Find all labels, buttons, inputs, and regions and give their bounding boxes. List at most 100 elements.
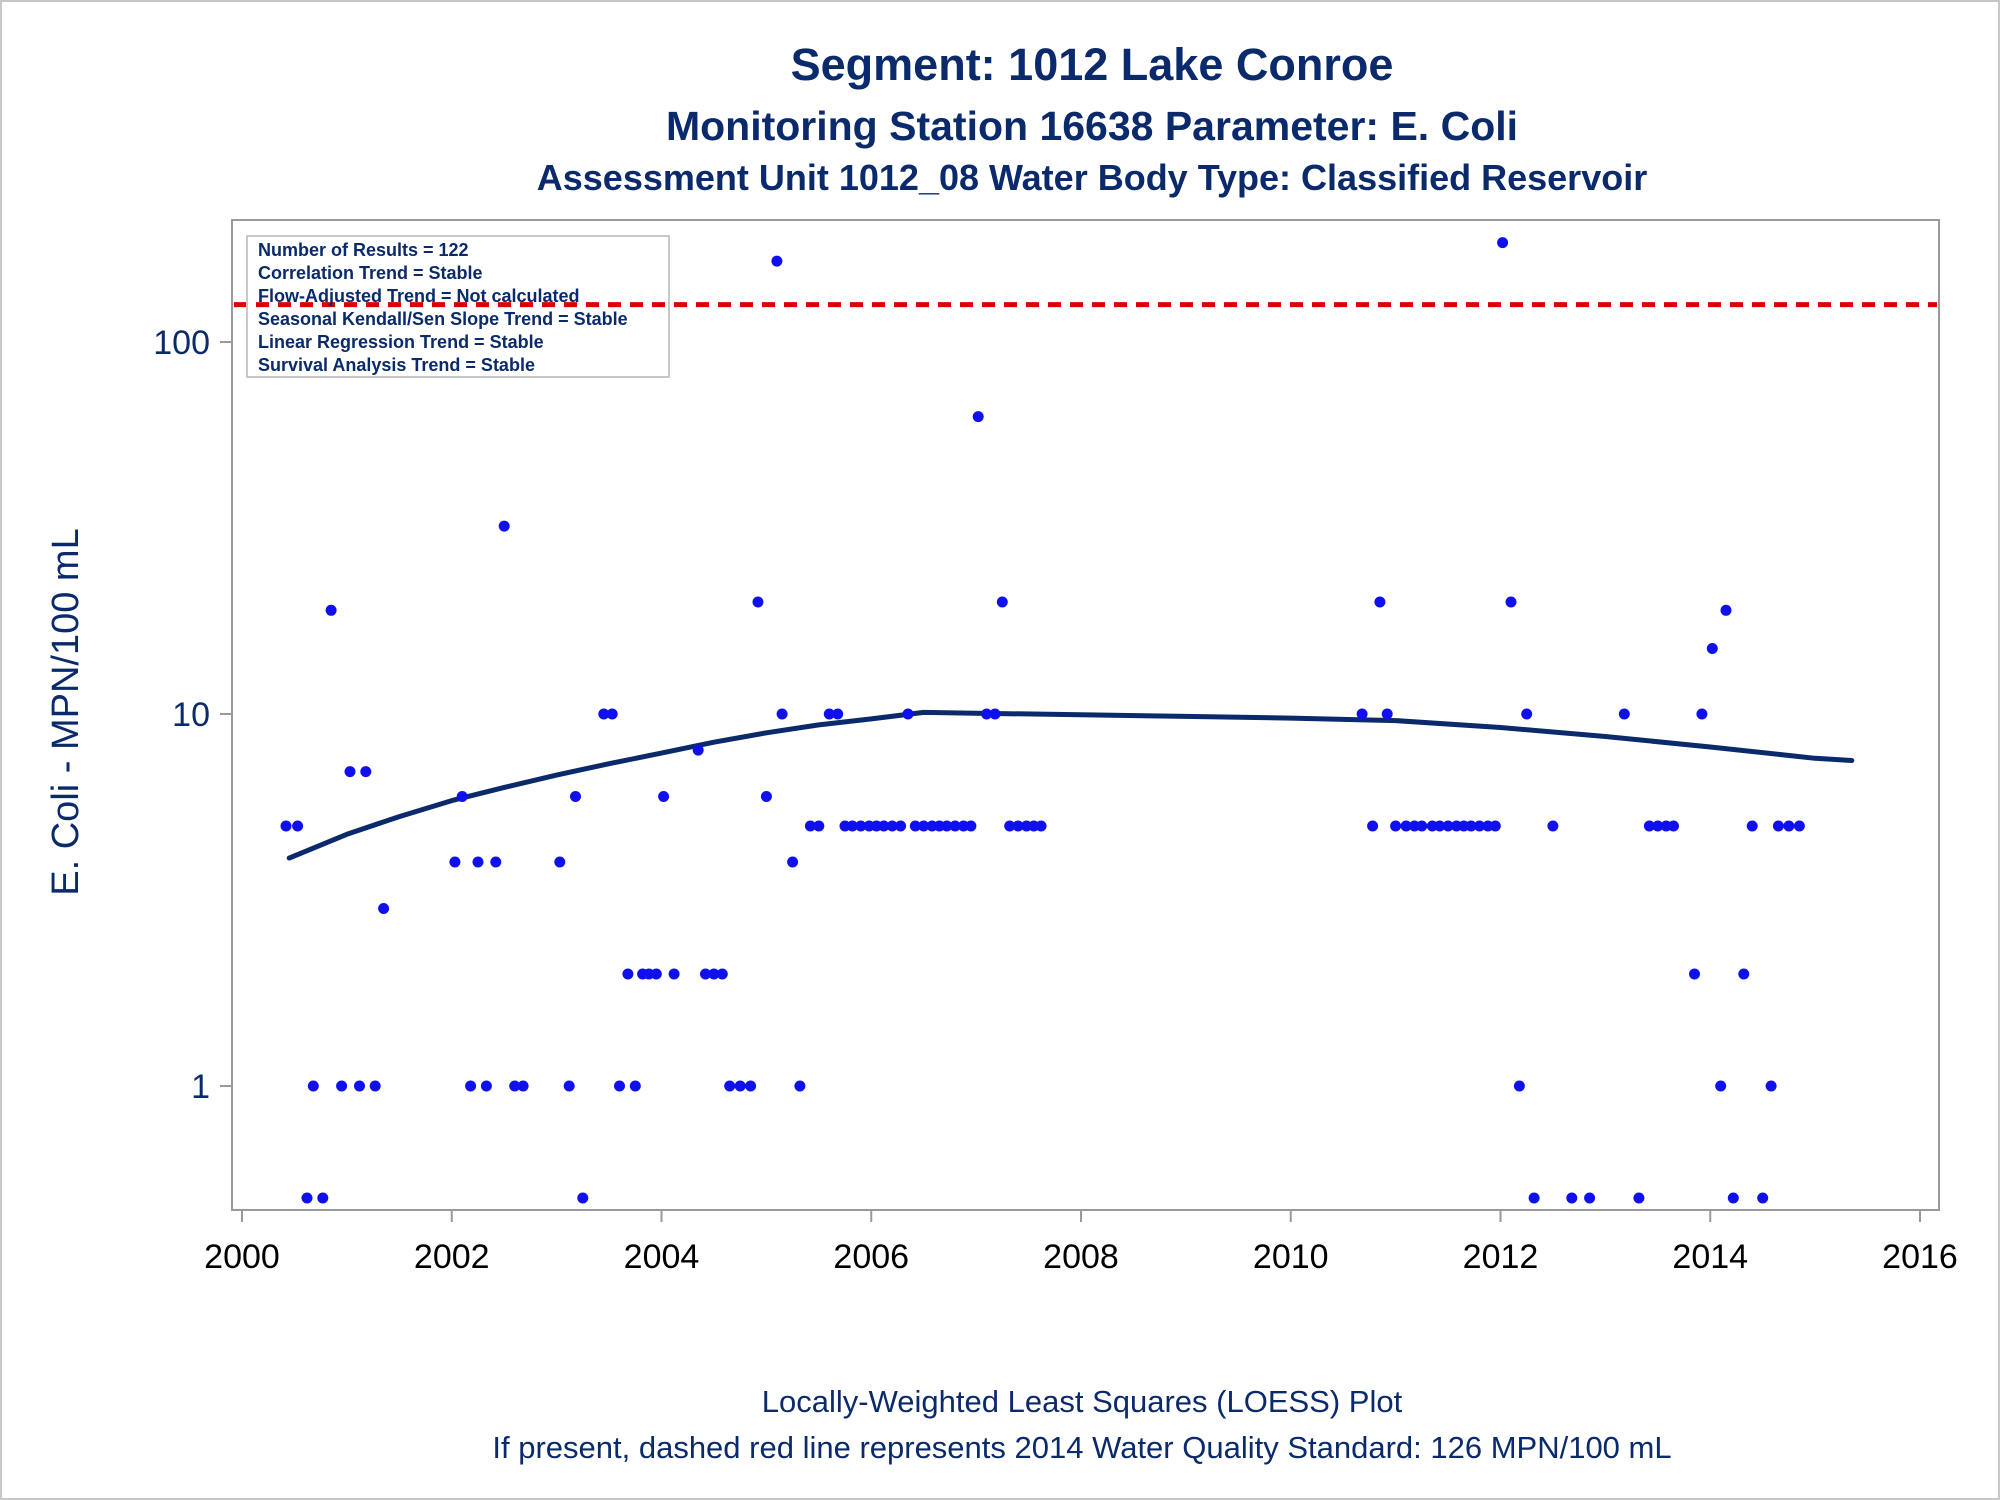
data-point — [760, 791, 772, 802]
stats-line-seasonal-kendall: Seasonal Kendall/Sen Slope Trend = Stabl… — [258, 309, 628, 329]
x-tick-label: 2016 — [1882, 1238, 1958, 1276]
data-point — [517, 1080, 529, 1092]
data-point — [317, 1192, 329, 1204]
data-point — [490, 856, 502, 868]
data-point — [480, 1080, 492, 1092]
data-point — [724, 1080, 736, 1092]
data-point — [1416, 820, 1428, 832]
data-point — [325, 604, 337, 616]
data-point — [1618, 708, 1630, 720]
data-point — [378, 903, 390, 914]
data-point — [1004, 820, 1016, 832]
data-point — [1746, 820, 1758, 832]
data-point — [1400, 820, 1412, 832]
data-point — [1547, 820, 1559, 832]
data-point — [1012, 820, 1024, 832]
y-tick-label: 10 — [172, 696, 210, 734]
chart-subtitle-2: Assessment Unit 1012_08 Water Body Type:… — [537, 157, 1647, 198]
data-points — [280, 237, 1805, 1204]
data-point — [832, 708, 844, 720]
data-point — [1434, 820, 1446, 832]
data-point — [1668, 820, 1679, 832]
data-point — [771, 255, 783, 267]
data-point — [692, 744, 704, 756]
data-point — [1643, 820, 1655, 832]
data-point — [622, 968, 634, 980]
stats-box: Number of Results = 122 Correlation Tren… — [246, 235, 670, 378]
y-axis-label: E. Coli - MPN/100 mL — [45, 528, 87, 895]
data-point — [1356, 708, 1368, 720]
data-point — [989, 708, 1001, 720]
data-point — [1757, 1192, 1769, 1204]
data-point — [629, 1080, 641, 1092]
data-point — [909, 820, 921, 832]
data-point — [344, 766, 356, 778]
data-point — [509, 1080, 521, 1092]
data-point — [554, 856, 566, 868]
data-point — [902, 708, 914, 720]
data-point — [1489, 820, 1501, 832]
data-point — [598, 708, 610, 720]
data-point — [1706, 643, 1718, 654]
data-point — [1390, 820, 1402, 832]
data-point — [668, 968, 680, 980]
x-tick-label: 2008 — [1043, 1238, 1119, 1276]
data-point — [996, 596, 1008, 608]
data-point — [700, 968, 711, 980]
data-point — [570, 791, 581, 802]
data-point — [918, 820, 930, 832]
data-point — [1772, 820, 1784, 832]
data-point — [449, 856, 461, 868]
data-point — [941, 820, 953, 832]
stats-line-linear-regression: Linear Regression Trend = Stable — [258, 332, 544, 352]
data-point — [1727, 1192, 1739, 1204]
data-point — [813, 820, 825, 832]
data-point — [1715, 1080, 1727, 1092]
data-point — [1521, 708, 1533, 720]
data-point — [949, 820, 961, 832]
data-point — [563, 1080, 575, 1092]
data-point — [981, 708, 993, 720]
data-point — [280, 820, 292, 832]
data-point — [307, 1080, 319, 1092]
data-point — [369, 1080, 381, 1092]
y-tick-label: 100 — [153, 324, 210, 362]
data-point — [1442, 820, 1454, 832]
data-point — [336, 1080, 348, 1092]
chart-title: Segment: 1012 Lake Conroe — [791, 39, 1394, 90]
data-point — [794, 1080, 806, 1092]
x-tick-label: 2014 — [1672, 1238, 1748, 1276]
data-point — [752, 596, 764, 608]
data-point — [1696, 708, 1708, 720]
stats-line-correlation: Correlation Trend = Stable — [258, 263, 483, 283]
x-tick-label: 2006 — [833, 1238, 909, 1276]
data-point — [1381, 708, 1393, 720]
data-point — [1513, 1080, 1525, 1092]
data-point — [855, 820, 867, 832]
data-point — [734, 1080, 746, 1092]
data-point — [1465, 820, 1477, 832]
stats-line-survival: Survival Analysis Trend = Stable — [258, 355, 535, 375]
x-tick-label: 2000 — [204, 1238, 280, 1276]
data-point — [1652, 820, 1664, 832]
data-point — [614, 1080, 625, 1092]
data-point — [787, 856, 799, 868]
data-point — [823, 708, 835, 720]
data-point — [1035, 820, 1047, 832]
data-point — [606, 708, 618, 720]
footnote-2: If present, dashed red line represents 2… — [492, 1430, 1671, 1465]
data-point — [745, 1080, 757, 1092]
data-point — [972, 411, 984, 423]
data-point — [498, 520, 510, 532]
footnote-1: Locally-Weighted Least Squares (LOESS) P… — [762, 1384, 1403, 1419]
x-tick-label: 2002 — [414, 1238, 490, 1276]
data-point — [465, 1080, 477, 1092]
stats-line-results: Number of Results = 122 — [258, 240, 469, 260]
data-point — [1367, 820, 1379, 832]
data-point — [1505, 596, 1517, 608]
data-point — [708, 968, 720, 980]
data-point — [895, 820, 907, 832]
data-point — [1783, 820, 1795, 832]
